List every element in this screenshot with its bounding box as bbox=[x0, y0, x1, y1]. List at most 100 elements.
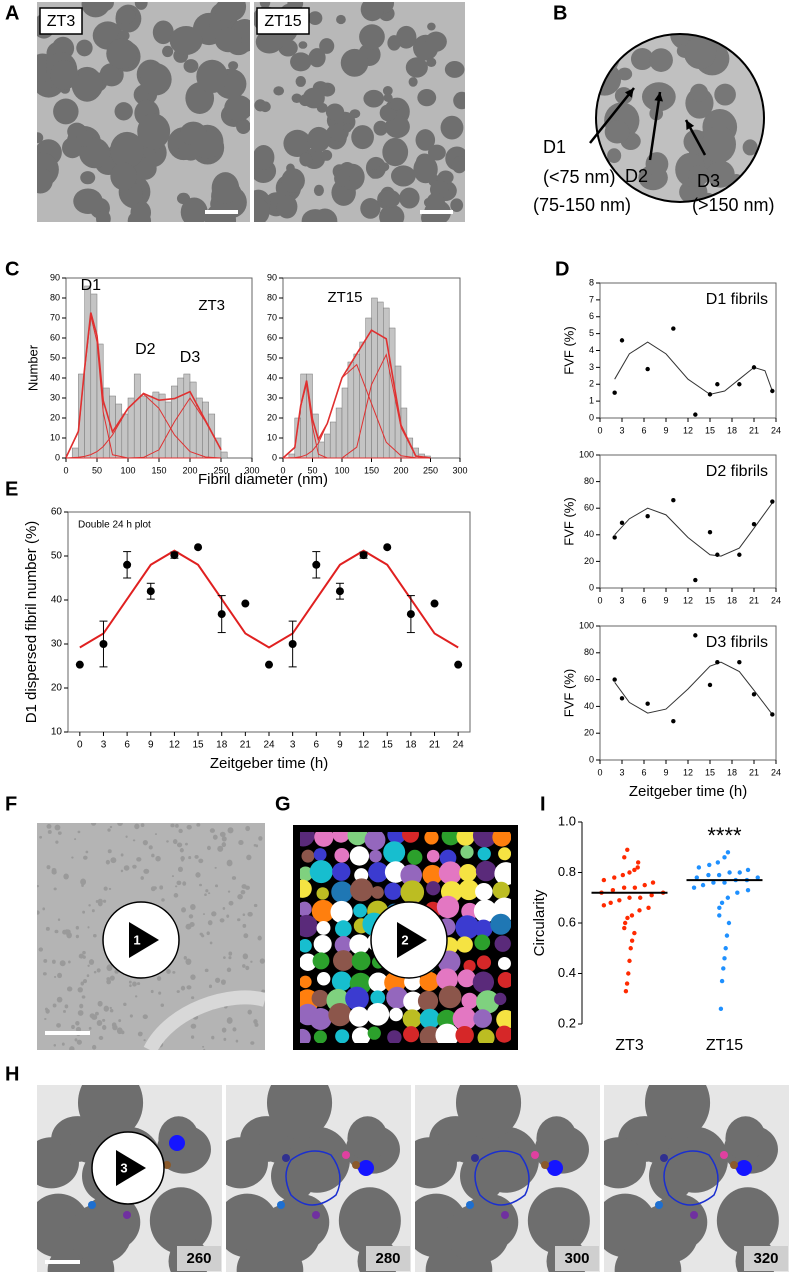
fibril bbox=[45, 926, 50, 931]
tracked-dot bbox=[123, 1211, 131, 1219]
fibril bbox=[81, 883, 84, 887]
fibril bbox=[221, 836, 227, 842]
fibril bbox=[37, 884, 39, 888]
dot bbox=[723, 946, 728, 951]
point bbox=[194, 543, 203, 552]
point bbox=[737, 382, 742, 387]
fibril bbox=[110, 857, 117, 864]
segment bbox=[476, 955, 492, 970]
tracked-dot bbox=[466, 1201, 474, 1209]
dot bbox=[622, 855, 627, 860]
fibril bbox=[174, 885, 178, 888]
x-tick-label: 12 bbox=[683, 425, 693, 435]
outline bbox=[474, 1150, 530, 1206]
point bbox=[751, 365, 757, 370]
x-tick-label: 15 bbox=[705, 767, 715, 777]
fibril bbox=[89, 1013, 96, 1019]
fibril bbox=[334, 169, 351, 188]
segment bbox=[436, 895, 460, 919]
x-tick-label: 18 bbox=[216, 740, 228, 751]
fibril bbox=[106, 977, 111, 981]
fibril bbox=[308, 48, 326, 68]
chart-title: D2 fibrils bbox=[706, 463, 768, 480]
fibril bbox=[190, 974, 196, 980]
fibril bbox=[223, 956, 226, 960]
fibril bbox=[51, 869, 57, 875]
fibril bbox=[224, 95, 250, 121]
fibril bbox=[290, 52, 312, 72]
segment bbox=[332, 832, 350, 843]
panel-label: E bbox=[5, 478, 18, 500]
fit-line bbox=[614, 502, 773, 557]
point bbox=[770, 388, 775, 394]
x-tick-label: 3 bbox=[290, 740, 296, 751]
fibril bbox=[184, 842, 188, 846]
fibril bbox=[351, 125, 374, 150]
dot bbox=[725, 895, 731, 900]
play-triangle bbox=[129, 922, 159, 958]
tracked-dot bbox=[352, 1161, 360, 1169]
segment bbox=[335, 920, 352, 937]
fibril bbox=[75, 934, 80, 939]
x-tick-label: 9 bbox=[663, 425, 668, 435]
fibril bbox=[180, 197, 208, 222]
fibril bbox=[50, 59, 79, 90]
x-tick-label: 0 bbox=[63, 465, 68, 475]
fit-line bbox=[65, 393, 222, 459]
fibril bbox=[106, 979, 112, 985]
fibril bbox=[259, 958, 265, 964]
play-button[interactable]: 2 bbox=[370, 901, 448, 979]
x-tick-label: 200 bbox=[182, 465, 197, 475]
y-tick-label: 70 bbox=[50, 312, 60, 322]
frame-label-box bbox=[555, 1246, 599, 1271]
fibril bbox=[215, 977, 221, 983]
fibril bbox=[43, 959, 48, 963]
fibril bbox=[204, 968, 209, 973]
fibril bbox=[56, 996, 63, 1003]
fibril bbox=[198, 858, 204, 864]
frame-label: 280 bbox=[375, 1250, 400, 1267]
lens-border bbox=[595, 33, 765, 203]
bar bbox=[164, 401, 172, 459]
frame-label-box bbox=[744, 1246, 788, 1271]
point bbox=[645, 513, 650, 519]
fibril bbox=[77, 1010, 84, 1016]
fibril bbox=[604, 120, 630, 144]
dot bbox=[627, 958, 632, 964]
play-button[interactable]: 3 bbox=[91, 1131, 165, 1205]
fibril bbox=[217, 845, 224, 852]
x-tick-label: 150 bbox=[364, 465, 379, 475]
fibril bbox=[69, 1046, 75, 1050]
fibril bbox=[228, 900, 234, 906]
fibril bbox=[166, 969, 171, 974]
fibril bbox=[171, 875, 175, 878]
x-tick-label: 18 bbox=[405, 740, 417, 751]
chart-title: D3 fibrils bbox=[706, 634, 768, 651]
fibril bbox=[96, 210, 111, 222]
fibril bbox=[369, 168, 379, 179]
segment bbox=[402, 1009, 422, 1029]
segment bbox=[498, 847, 511, 861]
play-button[interactable]: 1 bbox=[102, 901, 180, 979]
x-tick-label: 200 bbox=[393, 465, 408, 475]
dot bbox=[717, 905, 722, 911]
y-tick-label: 50 bbox=[50, 352, 60, 362]
fibril bbox=[109, 975, 115, 981]
fibril bbox=[391, 165, 416, 187]
y-tick-label: 100 bbox=[579, 449, 594, 459]
segment bbox=[387, 832, 406, 844]
fibril bbox=[102, 1025, 107, 1031]
x-tick-label: 24 bbox=[263, 740, 275, 751]
fibril bbox=[116, 1027, 123, 1035]
point bbox=[707, 682, 713, 688]
y-tick-label: 20 bbox=[584, 556, 594, 566]
point bbox=[99, 640, 108, 648]
frame-label: 260 bbox=[186, 1250, 211, 1267]
fibril bbox=[52, 1003, 57, 1008]
fibril bbox=[226, 967, 232, 973]
point bbox=[383, 543, 392, 552]
fibril bbox=[195, 872, 201, 878]
fibril bbox=[47, 829, 52, 834]
fibril bbox=[63, 1010, 66, 1013]
segment bbox=[351, 1027, 371, 1043]
